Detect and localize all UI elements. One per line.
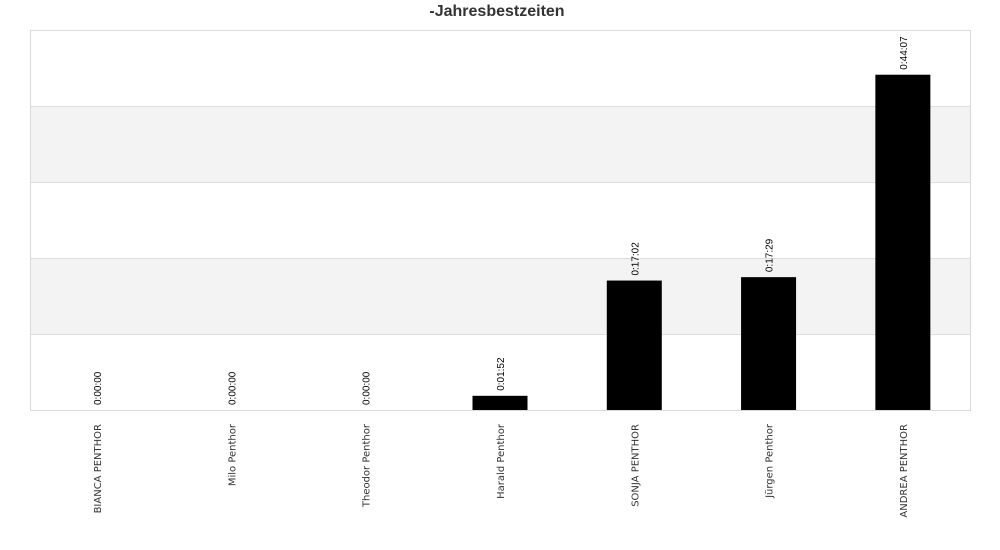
bars-group — [472, 74, 931, 411]
bar-value-label: 0:17:02 — [630, 242, 641, 276]
bar-value-label: 0:01:52 — [496, 357, 507, 391]
bar-value-label: 0:00:00 — [93, 371, 104, 405]
grid-band — [30, 106, 970, 182]
bar — [741, 277, 797, 410]
x-tick-label: Theodor Penthor — [362, 423, 373, 508]
x-tick-label: Jürgen Penthor — [765, 423, 776, 499]
bar-value-label: 0:00:00 — [227, 371, 238, 405]
bar-value-label: 0:00:00 — [362, 371, 373, 405]
plot-background — [30, 106, 970, 335]
bar — [606, 280, 662, 410]
bar-value-label: 0:44:07 — [899, 36, 910, 70]
grid-band — [30, 258, 970, 334]
x-tick-label: SONJA PENTHOR — [630, 424, 641, 507]
x-tick-label: ANDREA PENTHOR — [899, 424, 910, 518]
value-labels-group: 0:00:00 0:00:00 0:00:00 0:01:52 0:17:02 0:17:… — [93, 36, 910, 405]
bar — [875, 74, 931, 411]
x-axis-labels: BIANCA PENTHOR Milo Penthor Theodor Pentho… — [93, 423, 910, 517]
x-tick-label: Harald Penthor — [496, 423, 507, 499]
x-tick-label: BIANCA PENTHOR — [93, 424, 104, 513]
bar-value-label: 0:17:29 — [765, 238, 776, 272]
chart-title: -Jahresbestzeiten — [429, 3, 564, 20]
plot-frame — [30, 30, 971, 411]
x-tick-label: Milo Penthor — [227, 423, 238, 486]
bar — [472, 395, 528, 410]
